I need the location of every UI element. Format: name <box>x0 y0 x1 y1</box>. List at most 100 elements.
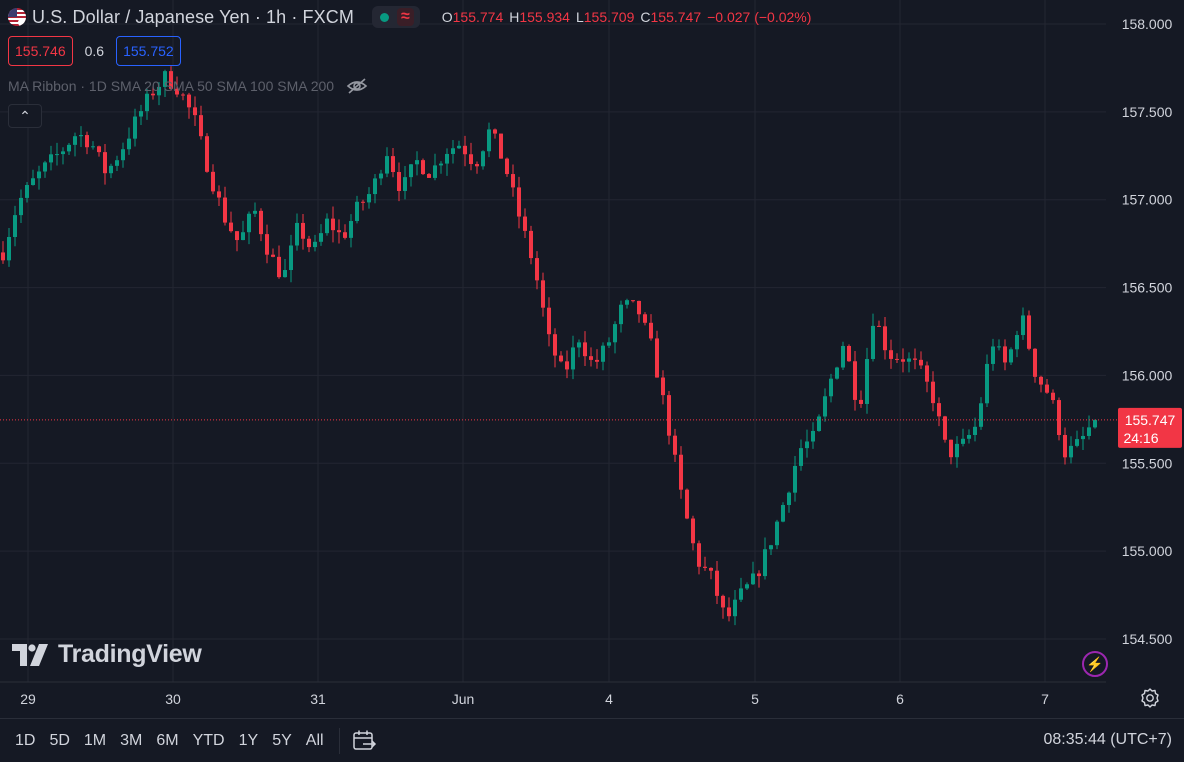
candle-body <box>25 185 29 198</box>
candle-body <box>1021 315 1025 336</box>
candle-body <box>505 158 509 175</box>
candle-body <box>997 346 1001 348</box>
candle-body <box>355 201 359 222</box>
candle-body <box>409 164 413 178</box>
candle-body <box>865 359 869 404</box>
range-6m-button[interactable]: 6M <box>156 731 179 749</box>
candle-body <box>643 314 647 323</box>
candle-body <box>511 174 515 188</box>
candle-body <box>127 138 131 150</box>
candlestick-chart[interactable]: 158.000 157.500 157.000 156.500 156.000 155.5… <box>0 0 1184 718</box>
symbol-title[interactable]: U.S. Dollar / Japanese Yen · 1h · FXCM <box>32 6 354 27</box>
candle-body <box>283 270 287 278</box>
candle-body <box>835 367 839 379</box>
time-tick-label: 30 <box>165 691 181 707</box>
candle-body <box>1003 346 1007 363</box>
candle-body <box>955 443 959 458</box>
candle-body <box>103 152 107 174</box>
candle-body <box>445 153 449 164</box>
quote-panel: 155.746 0.6 155.752 <box>8 36 181 66</box>
time-axis[interactable]: 29 30 31 Jun 4 5 6 7 <box>0 681 1106 707</box>
candle-body <box>361 201 365 203</box>
market-status-pill[interactable]: ≈ <box>371 6 420 28</box>
candle-body <box>223 197 227 223</box>
candle-body <box>883 326 887 351</box>
symbol-legend: U.S. Dollar / Japanese Yen · 1h · FXCM ≈… <box>8 5 811 29</box>
candle-body <box>967 434 971 439</box>
candle-body <box>253 210 257 214</box>
candle-body <box>649 322 653 339</box>
candle-body <box>421 160 425 175</box>
buy-button[interactable]: 155.752 <box>116 36 181 66</box>
candle-body <box>1027 315 1031 349</box>
candle-body <box>301 222 305 239</box>
price-axis[interactable]: 158.000 157.500 157.000 156.500 156.000 155.5… <box>1118 16 1182 647</box>
candle-body <box>193 107 197 116</box>
indicator-label[interactable]: MA Ribbon · 1D SMA 20 SMA 50 SMA 100 SMA… <box>8 78 335 94</box>
calendar-range-icon[interactable] <box>350 727 378 755</box>
candle-body <box>535 258 539 281</box>
candle-body <box>607 342 611 346</box>
range-all-button[interactable]: All <box>305 731 324 749</box>
range-5y-button[interactable]: 5Y <box>272 731 292 749</box>
indicator-legend[interactable]: MA Ribbon · 1D SMA 20 SMA 50 SMA 100 SMA… <box>8 76 368 96</box>
us-flag-icon <box>8 8 26 26</box>
candles <box>1 66 1097 626</box>
candle-body <box>673 435 677 455</box>
sell-button[interactable]: 155.746 <box>8 36 73 66</box>
range-1m-button[interactable]: 1M <box>83 731 107 749</box>
price-tick-label: 156.500 <box>1122 280 1173 296</box>
range-ytd-button[interactable]: YTD <box>192 731 225 749</box>
candle-body <box>823 396 827 417</box>
candle-body <box>925 365 929 382</box>
candle-body <box>619 304 623 325</box>
candle-body <box>547 307 551 335</box>
candle-body <box>337 230 341 233</box>
close-value: 155.747 <box>650 9 702 25</box>
low-label: L <box>575 9 584 25</box>
high-label: H <box>509 9 520 25</box>
tradingview-logo[interactable]: TradingView <box>12 640 202 669</box>
candle-body <box>613 324 617 343</box>
candle-body <box>1 252 5 261</box>
candle-body <box>1075 439 1079 446</box>
lightning-icon[interactable]: ⚡ <box>1082 651 1108 677</box>
candle-body <box>85 135 89 148</box>
settings-gear-icon[interactable] <box>1139 687 1161 709</box>
candle-body <box>631 300 635 302</box>
candle-body <box>721 595 725 608</box>
range-3m-button[interactable]: 3M <box>120 731 143 749</box>
collapse-legend-button[interactable]: ⌃ <box>8 104 42 128</box>
range-1y-button[interactable]: 1Y <box>238 731 259 749</box>
candle-body <box>745 584 749 589</box>
data-delay-icon: ≈ <box>396 8 414 26</box>
candle-body <box>331 218 335 231</box>
candle-body <box>265 234 269 255</box>
candle-body <box>55 154 59 156</box>
candle-body <box>433 165 437 178</box>
timezone-clock[interactable]: 08:35:44 (UTC+7) <box>1043 731 1172 748</box>
candle-body <box>859 399 863 404</box>
range-5d-button[interactable]: 5D <box>49 731 70 749</box>
candle-body <box>121 149 125 161</box>
candle-body <box>205 136 209 172</box>
price-tick-label: 155.000 <box>1122 543 1173 559</box>
candle-body <box>499 133 503 159</box>
time-tick-label: 7 <box>1041 691 1049 707</box>
candle-body <box>259 210 263 235</box>
range-1d-button[interactable]: 1D <box>15 731 36 749</box>
candle-body <box>187 94 191 108</box>
candle-body <box>985 363 989 404</box>
candle-body <box>817 416 821 431</box>
candle-body <box>13 215 17 238</box>
candle-body <box>1087 427 1091 436</box>
candle-body <box>811 430 815 442</box>
candle-body <box>481 151 485 167</box>
chart-pane[interactable]: 158.000 157.500 157.000 156.500 156.000 155.5… <box>0 0 1184 718</box>
candle-body <box>799 448 803 466</box>
candle-body <box>19 197 23 216</box>
eye-off-icon[interactable] <box>346 77 368 95</box>
candle-body <box>583 342 587 357</box>
candle-body <box>901 359 905 362</box>
candle-body <box>1057 400 1061 435</box>
